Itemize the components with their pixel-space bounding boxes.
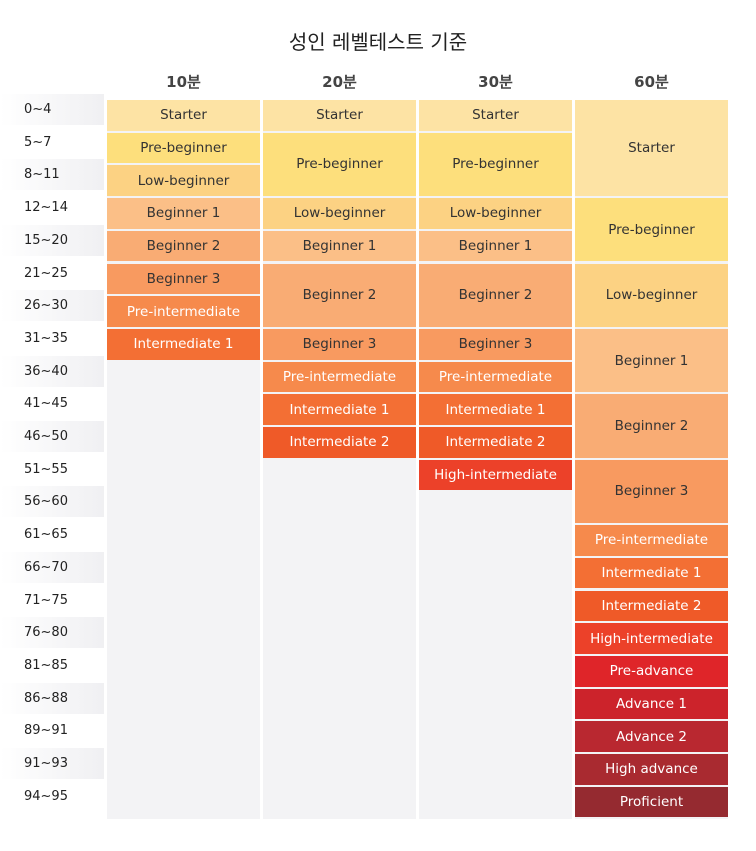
level-cell: Beginner 1 (107, 198, 260, 229)
level-cell: Starter (419, 100, 572, 131)
score-range-label: 61~65 (24, 527, 68, 543)
level-cell: Pre-beginner (575, 198, 728, 262)
level-cell: Beginner 2 (107, 230, 260, 262)
column-header: 30분 (478, 73, 513, 91)
level-cell: High-intermediate (419, 459, 572, 491)
score-range-label: 41~45 (24, 396, 68, 412)
column-header: 60분 (634, 73, 669, 91)
level-cell: Low-beginner (107, 165, 260, 197)
level-cell: High-intermediate (575, 623, 728, 654)
chart-title: 성인 레벨테스트 기준 (288, 30, 468, 54)
level-cell: Intermediate 2 (419, 427, 572, 458)
level-cell: Beginner 2 (419, 263, 572, 327)
score-range-label: 51~55 (24, 461, 68, 477)
score-range-label: 76~80 (0, 617, 104, 649)
level-cell: Intermediate 1 (107, 328, 260, 360)
level-cell: Pre-intermediate (575, 525, 728, 556)
column-header: 10분 (166, 73, 201, 91)
level-cell: Beginner 1 (575, 328, 728, 393)
level-cell: High advance (575, 754, 728, 785)
score-range-label: 31~35 (24, 330, 68, 346)
level-cell: Pre-advance (575, 655, 728, 687)
score-range-label: 8~11 (0, 159, 104, 191)
level-cell: Beginner 1 (263, 230, 416, 262)
level-cell: Intermediate 2 (575, 590, 728, 622)
level-cell: Advance 2 (575, 721, 728, 752)
score-range-label: 21~25 (24, 265, 68, 281)
level-cell: Starter (575, 100, 728, 197)
level-cell: Low-beginner (419, 198, 572, 229)
score-range-label: 81~85 (24, 657, 68, 673)
score-range-label: 12~14 (24, 200, 68, 216)
column-header: 20분 (322, 73, 357, 91)
score-range-label: 0~4 (0, 94, 104, 125)
score-range-label: 56~60 (0, 486, 104, 518)
score-range-label: 71~75 (24, 592, 68, 608)
level-cell: Starter (263, 100, 416, 131)
level-cell: Intermediate 1 (575, 557, 728, 589)
level-cell: Starter (107, 100, 260, 131)
level-cell: Pre-intermediate (419, 361, 572, 393)
score-range-label: 36~40 (0, 355, 104, 387)
level-cell: Proficient (575, 786, 728, 818)
level-cell: Beginner 3 (575, 459, 728, 524)
level-cell: Intermediate 1 (263, 394, 416, 425)
level-cell: Intermediate 1 (419, 394, 572, 425)
level-cell: Pre-beginner (419, 132, 572, 197)
score-range-label: 5~7 (24, 134, 52, 150)
level-cell: Pre-intermediate (263, 361, 416, 393)
score-range-label: 94~95 (24, 788, 68, 804)
level-cell: Beginner 1 (419, 230, 572, 262)
level-cell: Pre-intermediate (107, 296, 260, 327)
level-cell: Pre-beginner (263, 132, 416, 197)
score-range-label: 91~93 (0, 748, 104, 779)
level-cell: Beginner 2 (575, 394, 728, 458)
score-range-label: 66~70 (0, 551, 104, 583)
level-cell: Intermediate 2 (263, 427, 416, 458)
score-range-label: 15~20 (0, 224, 104, 256)
level-cell: Beginner 2 (263, 263, 416, 327)
level-cell: Pre-beginner (107, 132, 260, 164)
level-cell: Low-beginner (575, 263, 728, 327)
score-range-label: 86~88 (0, 682, 104, 714)
score-range-label: 46~50 (0, 421, 104, 452)
score-range-label: 89~91 (24, 723, 68, 739)
level-cell: Low-beginner (263, 198, 416, 229)
level-cell: Beginner 3 (263, 328, 416, 360)
score-range-label: 26~30 (0, 290, 104, 322)
level-cell: Beginner 3 (419, 328, 572, 360)
level-cell: Advance 1 (575, 688, 728, 720)
level-cell: Beginner 3 (107, 263, 260, 295)
